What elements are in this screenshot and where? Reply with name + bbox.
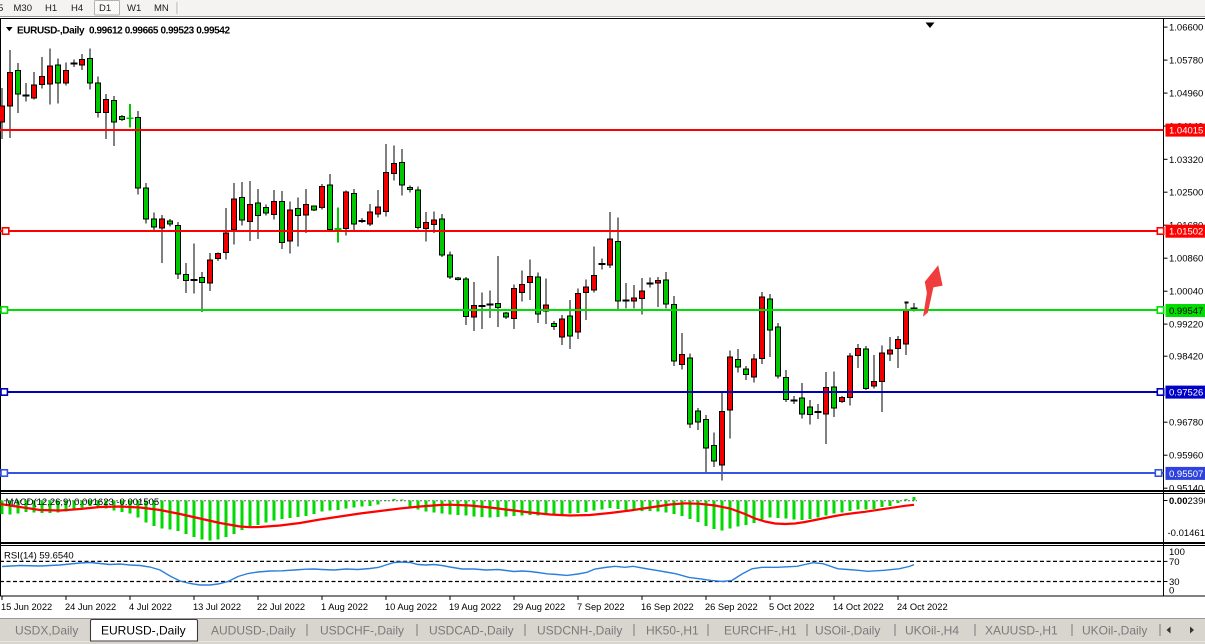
svg-text:0.95507: 0.95507 bbox=[1169, 469, 1203, 480]
svg-text:USDCNH-,Daily: USDCNH-,Daily bbox=[537, 624, 622, 638]
svg-text:4 Jul 2022: 4 Jul 2022 bbox=[129, 602, 172, 612]
svg-text:UKOil-,Daily: UKOil-,Daily bbox=[1082, 624, 1147, 638]
svg-text:HK50-,H1: HK50-,H1 bbox=[646, 624, 699, 638]
svg-text:MN: MN bbox=[154, 3, 169, 14]
svg-text:14 Oct 2022: 14 Oct 2022 bbox=[833, 602, 884, 612]
svg-text:30: 30 bbox=[1169, 577, 1180, 588]
svg-text:70: 70 bbox=[1169, 557, 1180, 568]
svg-text:1.06600: 1.06600 bbox=[1169, 23, 1203, 34]
svg-text:0.99220: 0.99220 bbox=[1169, 320, 1203, 331]
svg-text:0.95960: 0.95960 bbox=[1169, 451, 1203, 462]
svg-text:0.96780: 0.96780 bbox=[1169, 418, 1203, 429]
svg-text:1.00040: 1.00040 bbox=[1169, 287, 1203, 298]
svg-text:13 Jul 2022: 13 Jul 2022 bbox=[193, 602, 241, 612]
svg-text:10 Aug 2022: 10 Aug 2022 bbox=[385, 602, 437, 612]
svg-text:AUDUSD-,Daily: AUDUSD-,Daily bbox=[211, 624, 296, 638]
svg-text:EURCHF-,H1: EURCHF-,H1 bbox=[724, 624, 797, 638]
svg-text:USDX,Daily: USDX,Daily bbox=[15, 624, 78, 638]
svg-text:USOil-,Daily: USOil-,Daily bbox=[815, 624, 880, 638]
svg-text:UKOil-,H4: UKOil-,H4 bbox=[905, 624, 959, 638]
svg-text:24 Jun 2022: 24 Jun 2022 bbox=[65, 602, 116, 612]
svg-text:100: 100 bbox=[1169, 547, 1185, 558]
svg-text:0: 0 bbox=[1169, 586, 1174, 597]
svg-text:-0.014618: -0.014618 bbox=[1168, 528, 1205, 539]
svg-text:D1: D1 bbox=[99, 3, 111, 14]
svg-text:5: 5 bbox=[0, 3, 3, 14]
svg-text:H1: H1 bbox=[45, 3, 57, 14]
svg-text:USDCHF-,Daily: USDCHF-,Daily bbox=[320, 624, 404, 638]
svg-text:RSI(14) 59.6540: RSI(14) 59.6540 bbox=[4, 551, 74, 562]
svg-text:1.04015: 1.04015 bbox=[1169, 126, 1203, 137]
svg-text:MACD(12,26,9) 0.001623 -0.0015: MACD(12,26,9) 0.001623 -0.001505 bbox=[6, 497, 160, 508]
svg-text:W1: W1 bbox=[127, 3, 141, 14]
svg-text:1.04960: 1.04960 bbox=[1169, 89, 1203, 100]
svg-text:1.05780: 1.05780 bbox=[1169, 56, 1203, 67]
svg-text:0.002396: 0.002396 bbox=[1169, 496, 1205, 507]
svg-text:22 Jul 2022: 22 Jul 2022 bbox=[257, 602, 305, 612]
svg-text:0.97526: 0.97526 bbox=[1169, 388, 1203, 399]
svg-text:0.98420: 0.98420 bbox=[1169, 352, 1203, 363]
svg-text:26 Sep 2022: 26 Sep 2022 bbox=[705, 602, 758, 612]
svg-text:5 Oct 2022: 5 Oct 2022 bbox=[769, 602, 814, 612]
svg-text:1.01502: 1.01502 bbox=[1169, 227, 1203, 238]
svg-text:M30: M30 bbox=[14, 3, 32, 14]
svg-text:1 Aug 2022: 1 Aug 2022 bbox=[321, 602, 368, 612]
svg-text:1.02500: 1.02500 bbox=[1169, 188, 1203, 199]
svg-text:15 Jun 2022: 15 Jun 2022 bbox=[1, 602, 52, 612]
svg-text:24 Oct 2022: 24 Oct 2022 bbox=[897, 602, 948, 612]
svg-text:19 Aug 2022: 19 Aug 2022 bbox=[449, 602, 501, 612]
svg-text:0.99547: 0.99547 bbox=[1169, 306, 1203, 317]
svg-text:USDCAD-,Daily: USDCAD-,Daily bbox=[429, 624, 514, 638]
svg-text:29 Aug 2022: 29 Aug 2022 bbox=[513, 602, 565, 612]
svg-text:7 Sep 2022: 7 Sep 2022 bbox=[577, 602, 625, 612]
svg-text:XAUUSD-,H1: XAUUSD-,H1 bbox=[985, 624, 1058, 638]
svg-text:EURUSD-,Daily: EURUSD-,Daily bbox=[101, 624, 186, 638]
svg-text:1.00860: 1.00860 bbox=[1169, 254, 1203, 265]
svg-text:H4: H4 bbox=[71, 3, 83, 14]
svg-text:16 Sep 2022: 16 Sep 2022 bbox=[641, 602, 694, 612]
svg-text:0.95140: 0.95140 bbox=[1169, 484, 1203, 495]
svg-text:1.03320: 1.03320 bbox=[1169, 155, 1203, 166]
svg-text:EURUSD-,Daily 0.99612 0.99665: EURUSD-,Daily 0.99612 0.99665 0.99523 0.… bbox=[17, 26, 230, 37]
